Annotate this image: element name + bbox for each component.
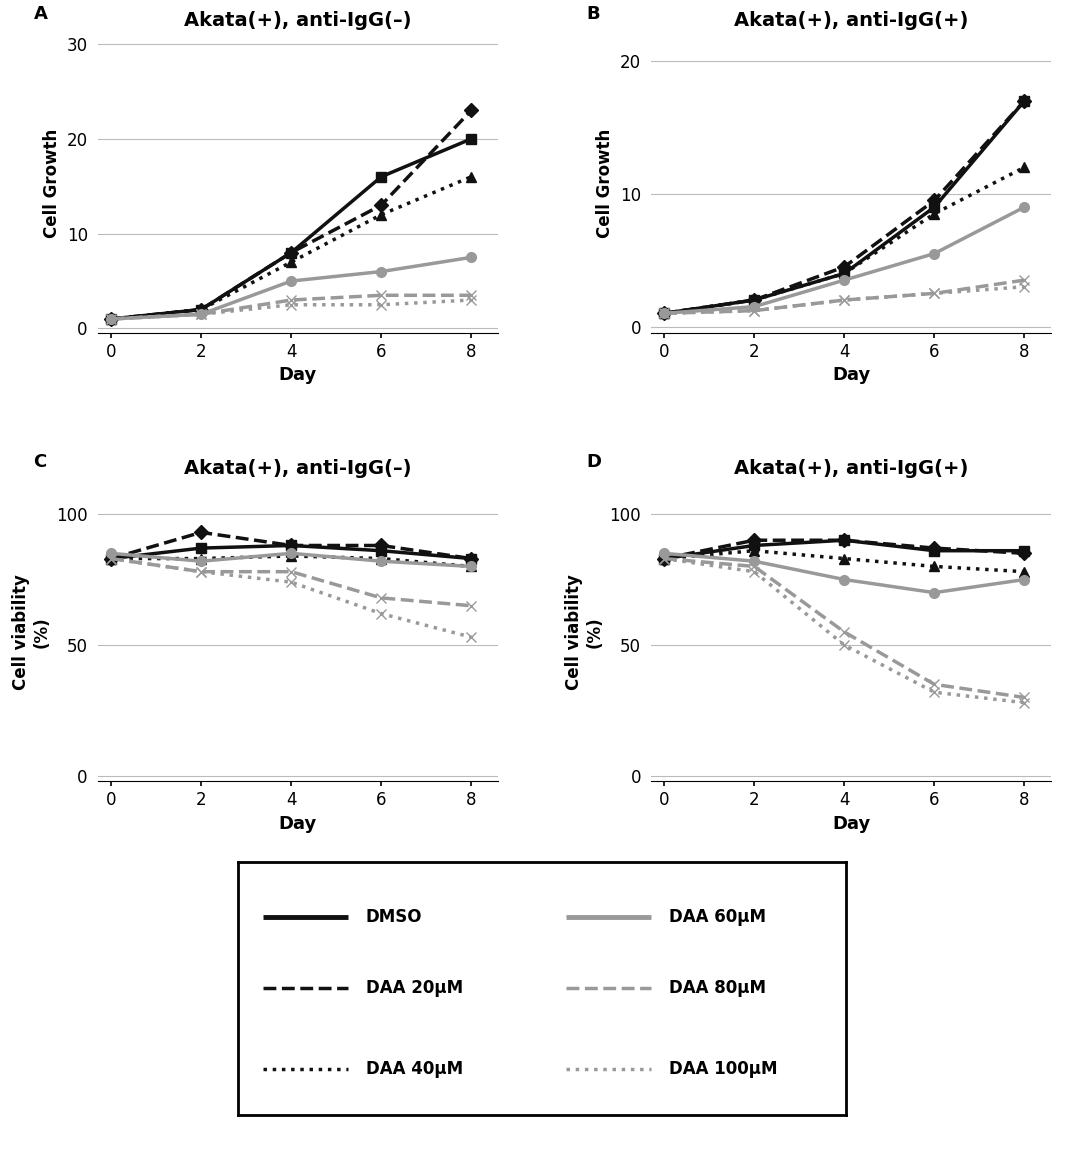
Y-axis label: Cell viability
(%): Cell viability (%): [12, 574, 51, 689]
Y-axis label: Cell Growth: Cell Growth: [596, 129, 615, 239]
Title: Akata(+), anti-IgG(+): Akata(+), anti-IgG(+): [734, 11, 968, 30]
Text: DMSO: DMSO: [366, 909, 423, 926]
X-axis label: Day: Day: [279, 815, 318, 833]
Text: DAA 40μM: DAA 40μM: [366, 1061, 463, 1078]
Text: A: A: [34, 5, 48, 23]
Text: DAA 60μM: DAA 60μM: [670, 909, 766, 926]
Title: Akata(+), anti-IgG(+): Akata(+), anti-IgG(+): [734, 460, 968, 478]
Y-axis label: Cell viability
(%): Cell viability (%): [565, 574, 604, 689]
X-axis label: Day: Day: [831, 815, 870, 833]
X-axis label: Day: Day: [831, 367, 870, 385]
Y-axis label: Cell Growth: Cell Growth: [43, 129, 61, 239]
Text: B: B: [586, 5, 601, 23]
Text: D: D: [586, 453, 602, 471]
Title: Akata(+), anti-IgG(–): Akata(+), anti-IgG(–): [184, 460, 412, 478]
Text: DAA 20μM: DAA 20μM: [366, 979, 463, 997]
Text: DAA 80μM: DAA 80μM: [670, 979, 766, 997]
Text: C: C: [34, 453, 47, 471]
X-axis label: Day: Day: [279, 367, 318, 385]
Text: DAA 100μM: DAA 100μM: [670, 1061, 778, 1078]
Title: Akata(+), anti-IgG(–): Akata(+), anti-IgG(–): [184, 11, 412, 30]
